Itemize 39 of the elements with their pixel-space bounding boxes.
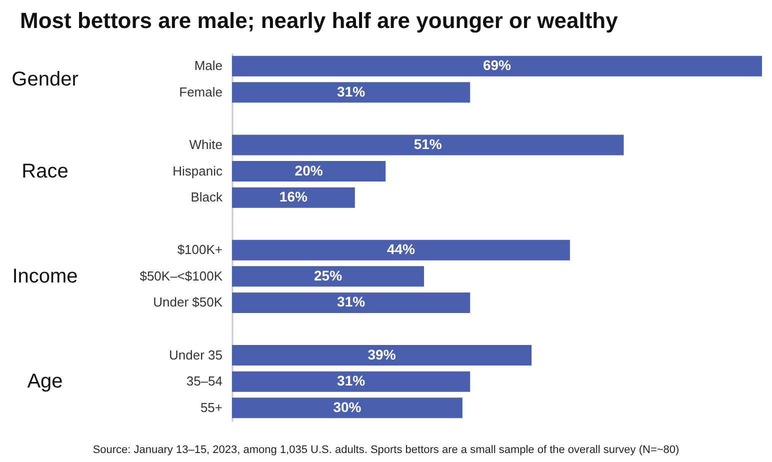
data-label: 39% <box>368 346 396 362</box>
data-label: 51% <box>414 136 442 152</box>
y-tick-label: $50K–<$100K <box>140 268 223 284</box>
y-tick-label: White <box>189 137 222 152</box>
bar <box>232 56 762 76</box>
bar <box>232 371 470 392</box>
data-label: 31% <box>337 83 366 100</box>
y-tick-label: Male <box>194 58 222 74</box>
data-label: 31% <box>337 294 366 310</box>
data-label: 31% <box>337 372 366 389</box>
y-tick-label: Female <box>179 84 222 100</box>
bar <box>232 398 462 418</box>
y-tick-label: 55+ <box>200 400 222 415</box>
bar <box>232 345 532 366</box>
chart-title: Most bettors are male; nearly half are younger or wealthy <box>20 8 619 33</box>
y-tick-label: Under 35 <box>169 347 222 362</box>
data-label: 25% <box>314 267 343 284</box>
bar <box>232 240 570 260</box>
bar <box>232 266 424 287</box>
y-tick-label: $100K+ <box>177 242 222 258</box>
source-note: Source: January 13–15, 2023, among 1,035 U.S. adults. Sports bettors are a small sample of the overall survey (N=~80) <box>92 444 680 456</box>
data-label: 16% <box>279 188 308 205</box>
data-label: 30% <box>333 398 362 415</box>
bar <box>232 292 470 313</box>
y-tick-label: Hispanic <box>172 163 223 178</box>
data-label: 20% <box>294 162 324 178</box>
text: Age <box>27 370 63 393</box>
bar <box>232 161 386 182</box>
data-label: 69% <box>482 57 512 74</box>
y-tick-label: Under $50K <box>153 294 223 310</box>
text: Race <box>22 160 68 182</box>
bar <box>232 134 624 156</box>
text: Income <box>12 265 78 288</box>
text: Gender <box>12 68 79 90</box>
y-tick-label: Black <box>190 190 223 205</box>
data-label: 44% <box>386 241 416 258</box>
y-tick-label: 35–54 <box>186 374 222 389</box>
bar <box>232 82 470 103</box>
bar <box>232 187 355 208</box>
